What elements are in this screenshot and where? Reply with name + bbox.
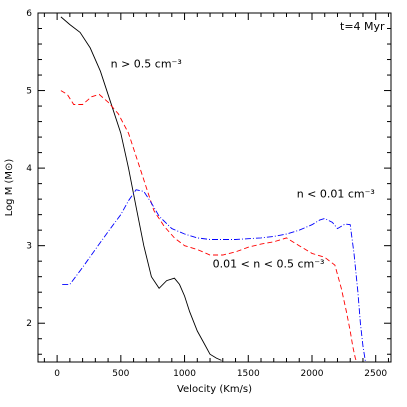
plot-frame: [37, 12, 392, 363]
annotation-3: n < 0.01 cm⁻³: [297, 188, 375, 201]
y-axis-label: Log M (M⊙): [4, 159, 15, 217]
annotation-4: 0.01 < n < 0.5 cm⁻³: [213, 257, 325, 270]
y-tick-label: 2: [26, 319, 32, 329]
y-tick-label: 3: [26, 242, 32, 252]
x-tick-label: 500: [112, 369, 129, 379]
x-tick-label: 0: [54, 369, 60, 379]
series-line-1: [60, 16, 222, 361]
y-tick-label: 5: [26, 87, 32, 97]
plot-lines: [60, 16, 366, 362]
axis-ticks: 0 500 1000 1500 2000 2500 2 3 4 5 6: [26, 9, 391, 379]
x-tick-label: 2000: [301, 369, 324, 379]
annotation-2: n > 0.5 cm⁻³: [111, 57, 182, 70]
y-tick-label: 6: [26, 9, 32, 19]
x-axis-label: Velocity (Km/s): [177, 384, 252, 395]
x-tick-label: 2500: [364, 369, 387, 379]
x-tick-label: 1000: [173, 369, 196, 379]
series-line-3: [62, 189, 366, 362]
series-line-2: [60, 90, 358, 362]
y-tick-label: 4: [26, 164, 32, 174]
annotations: t=4 Myr n > 0.5 cm⁻³ n < 0.01 cm⁻³ 0.01 < n…: [111, 20, 385, 270]
x-tick-label: 1500: [237, 369, 260, 379]
annotation-1: t=4 Myr: [340, 20, 385, 33]
